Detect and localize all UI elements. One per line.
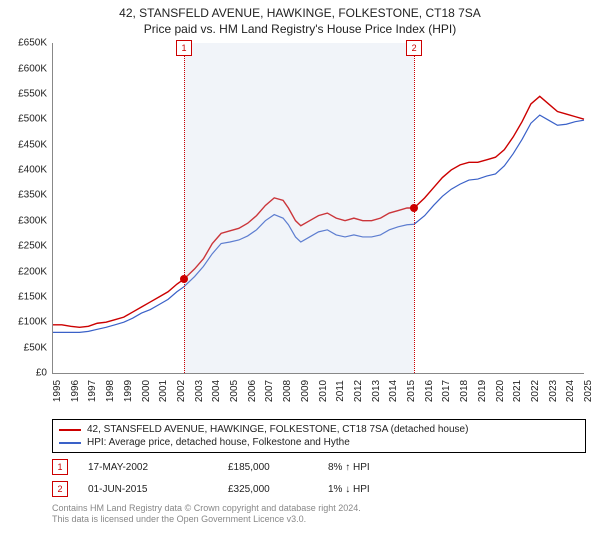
y-tick-label: £600K xyxy=(18,63,47,74)
x-tick-label: 2006 xyxy=(247,380,258,402)
y-tick-label: £300K xyxy=(18,215,47,226)
event-marker-box-1: 1 xyxy=(176,40,192,56)
legend-label-hpi: HPI: Average price, detached house, Folk… xyxy=(87,436,350,449)
event-vline-1 xyxy=(184,43,185,373)
event-marker-2: 2 xyxy=(52,481,68,497)
x-tick-label: 2013 xyxy=(371,380,382,402)
x-tick-label: 2003 xyxy=(194,380,205,402)
x-tick-label: 1997 xyxy=(87,380,98,402)
x-tick-label: 2025 xyxy=(583,380,594,402)
footnote-line-1: Contains HM Land Registry data © Crown c… xyxy=(52,503,586,514)
x-tick-label: 2024 xyxy=(565,380,576,402)
event-date-2: 01-JUN-2015 xyxy=(88,484,208,495)
event-date-1: 17-MAY-2002 xyxy=(88,462,208,473)
y-tick-label: £250K xyxy=(18,241,47,252)
x-tick-label: 2018 xyxy=(459,380,470,402)
y-tick-label: £550K xyxy=(18,88,47,99)
shaded-ownership-period xyxy=(184,43,414,373)
price-events: 1 17-MAY-2002 £185,000 8% ↑ HPI 2 01-JUN… xyxy=(52,459,586,497)
y-tick-label: £450K xyxy=(18,139,47,150)
chart-subtitle: Price paid vs. HM Land Registry's House … xyxy=(10,22,590,38)
event-dot-2 xyxy=(410,204,418,212)
x-tick-label: 2021 xyxy=(512,380,523,402)
event-price-1: £185,000 xyxy=(228,462,308,473)
legend-item-property: 42, STANSFELD AVENUE, HAWKINGE, FOLKESTO… xyxy=(59,423,579,436)
event-dot-1 xyxy=(180,275,188,283)
x-axis-labels: 1995 1996 1997 1998 1999 2000 2001 2002 2003 2004… xyxy=(52,375,584,415)
chart-area: £0 £50K £100K £150K £200K £250K £300K £350K £400… xyxy=(10,43,590,413)
x-tick-label: 2001 xyxy=(158,380,169,402)
x-tick-label: 2019 xyxy=(477,380,488,402)
y-tick-label: £150K xyxy=(18,292,47,303)
x-tick-label: 1999 xyxy=(123,380,134,402)
event-marker-box-2: 2 xyxy=(406,40,422,56)
legend-box: 42, STANSFELD AVENUE, HAWKINGE, FOLKESTO… xyxy=(52,419,586,453)
y-tick-label: £350K xyxy=(18,190,47,201)
y-tick-label: £200K xyxy=(18,266,47,277)
legend-swatch-hpi xyxy=(59,442,81,444)
footnote: Contains HM Land Registry data © Crown c… xyxy=(52,503,586,526)
x-tick-label: 1996 xyxy=(70,380,81,402)
footnote-line-2: This data is licensed under the Open Gov… xyxy=(52,514,586,525)
plot-region: 12 xyxy=(52,43,584,374)
legend-label-property: 42, STANSFELD AVENUE, HAWKINGE, FOLKESTO… xyxy=(87,423,468,436)
x-tick-label: 2012 xyxy=(353,380,364,402)
x-tick-label: 2016 xyxy=(424,380,435,402)
x-tick-label: 2000 xyxy=(141,380,152,402)
y-tick-label: £100K xyxy=(18,317,47,328)
x-tick-label: 2020 xyxy=(495,380,506,402)
x-tick-label: 1995 xyxy=(52,380,63,402)
event-row-1: 1 17-MAY-2002 £185,000 8% ↑ HPI xyxy=(52,459,586,475)
x-tick-label: 2002 xyxy=(176,380,187,402)
x-tick-label: 2011 xyxy=(335,380,346,402)
x-tick-label: 2009 xyxy=(300,380,311,402)
y-tick-label: £500K xyxy=(18,114,47,125)
event-price-2: £325,000 xyxy=(228,484,308,495)
x-tick-label: 2014 xyxy=(388,380,399,402)
x-tick-label: 1998 xyxy=(105,380,116,402)
legend-swatch-property xyxy=(59,429,81,431)
event-note-2: 1% ↓ HPI xyxy=(328,484,370,495)
y-tick-label: £0 xyxy=(36,368,47,379)
x-tick-label: 2004 xyxy=(211,380,222,402)
y-tick-label: £400K xyxy=(18,165,47,176)
x-tick-label: 2015 xyxy=(406,380,417,402)
event-marker-1: 1 xyxy=(52,459,68,475)
x-tick-label: 2023 xyxy=(548,380,559,402)
legend-item-hpi: HPI: Average price, detached house, Folk… xyxy=(59,436,579,449)
x-tick-label: 2007 xyxy=(264,380,275,402)
x-tick-label: 2005 xyxy=(229,380,240,402)
y-tick-label: £50K xyxy=(24,342,47,353)
event-row-2: 2 01-JUN-2015 £325,000 1% ↓ HPI xyxy=(52,481,586,497)
x-tick-label: 2010 xyxy=(318,380,329,402)
chart-title-address: 42, STANSFELD AVENUE, HAWKINGE, FOLKESTO… xyxy=(10,6,590,22)
y-tick-label: £650K xyxy=(18,38,47,49)
x-tick-label: 2017 xyxy=(441,380,452,402)
x-tick-label: 2008 xyxy=(282,380,293,402)
event-note-1: 8% ↑ HPI xyxy=(328,462,370,473)
y-axis-labels: £0£50K£100K£150K£200K£250K£300K£350K£400… xyxy=(10,43,50,373)
x-tick-label: 2022 xyxy=(530,380,541,402)
